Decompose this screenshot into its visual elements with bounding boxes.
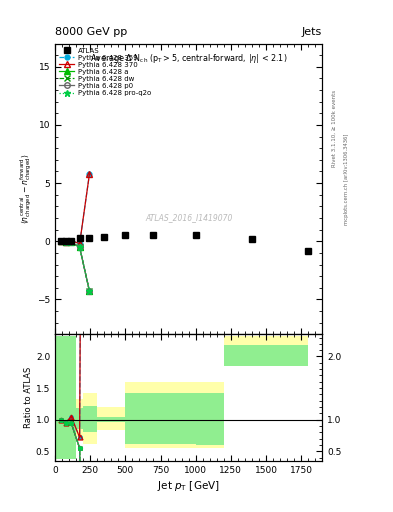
Text: Rivet 3.1.10, ≥ 100k events: Rivet 3.1.10, ≥ 100k events [332,90,337,166]
ATLAS [59,238,64,244]
Pythia 6.428 370 [77,241,82,247]
Pythia 6.428 dw [87,288,92,294]
Pythia 6.428 359 [87,170,92,177]
Text: Average $\Delta$ N$_{\rm ch}$ (p$_{\rm T}$$>$5, central-forward, $|\eta|$ < 2.1): Average $\Delta$ N$_{\rm ch}$ (p$_{\rm T… [90,52,287,65]
Pythia 6.428 a [59,238,64,244]
Pythia 6.428 dw [77,244,82,250]
Pythia 6.428 pro-q2o [63,240,68,246]
Line: Pythia 6.428 pro-q2o: Pythia 6.428 pro-q2o [58,238,93,295]
Pythia 6.428 pro-q2o [69,240,73,246]
Pythia 6.428 p0 [87,288,92,294]
Line: Pythia 6.428 a: Pythia 6.428 a [59,239,92,294]
Line: Pythia 6.428 dw: Pythia 6.428 dw [59,239,92,294]
Pythia 6.428 359 [63,240,68,246]
Text: Jets: Jets [302,27,322,37]
Pythia 6.428 pro-q2o [87,288,92,294]
Line: Pythia 6.428 359: Pythia 6.428 359 [59,172,92,246]
Pythia 6.428 359 [69,238,73,244]
Pythia 6.428 p0 [77,244,82,250]
ATLAS [193,232,198,239]
Pythia 6.428 359 [59,238,64,244]
Pythia 6.428 370 [87,170,92,177]
ATLAS [69,238,73,244]
Pythia 6.428 a [69,240,73,246]
Pythia 6.428 a [63,240,68,246]
X-axis label: Jet $p_{\rm T}$ [GeV]: Jet $p_{\rm T}$ [GeV] [157,479,220,493]
Line: ATLAS: ATLAS [58,232,312,254]
ATLAS [63,238,68,244]
Pythia 6.428 dw [69,240,73,246]
Pythia 6.428 a [77,244,82,250]
Line: Pythia 6.428 370: Pythia 6.428 370 [58,170,93,247]
ATLAS [123,232,128,239]
ATLAS [151,232,156,239]
Pythia 6.428 370 [59,238,64,244]
Pythia 6.428 a [87,288,92,294]
ATLAS [306,247,310,253]
Pythia 6.428 370 [63,240,68,246]
Pythia 6.428 p0 [63,240,68,246]
Pythia 6.428 dw [59,238,64,244]
Pythia 6.428 p0 [69,240,73,246]
Text: mcplots.cern.ch [arXiv:1306.3436]: mcplots.cern.ch [arXiv:1306.3436] [344,134,349,225]
Pythia 6.428 359 [77,241,82,247]
Legend: ATLAS, Pythia 6.428 359, Pythia 6.428 370, Pythia 6.428 a, Pythia 6.428 dw, Pyth: ATLAS, Pythia 6.428 359, Pythia 6.428 37… [58,46,152,97]
Pythia 6.428 370 [69,238,73,244]
Pythia 6.428 p0 [59,238,64,244]
ATLAS [87,234,92,241]
Pythia 6.428 pro-q2o [77,244,82,250]
Pythia 6.428 dw [63,240,68,246]
Text: 8000 GeV pp: 8000 GeV pp [55,27,127,37]
ATLAS [102,233,107,240]
Text: ATLAS_2016_I1419070: ATLAS_2016_I1419070 [145,214,232,223]
ATLAS [250,236,254,242]
Y-axis label: Ratio to ATLAS: Ratio to ATLAS [24,367,33,428]
Line: Pythia 6.428 p0: Pythia 6.428 p0 [59,239,92,294]
Y-axis label: $\langle n^{\rm central}_{\rm charged} - n^{\rm forward}_{\rm charged} \rangle$: $\langle n^{\rm central}_{\rm charged} -… [18,154,34,224]
Pythia 6.428 pro-q2o [59,238,64,244]
ATLAS [77,234,82,241]
